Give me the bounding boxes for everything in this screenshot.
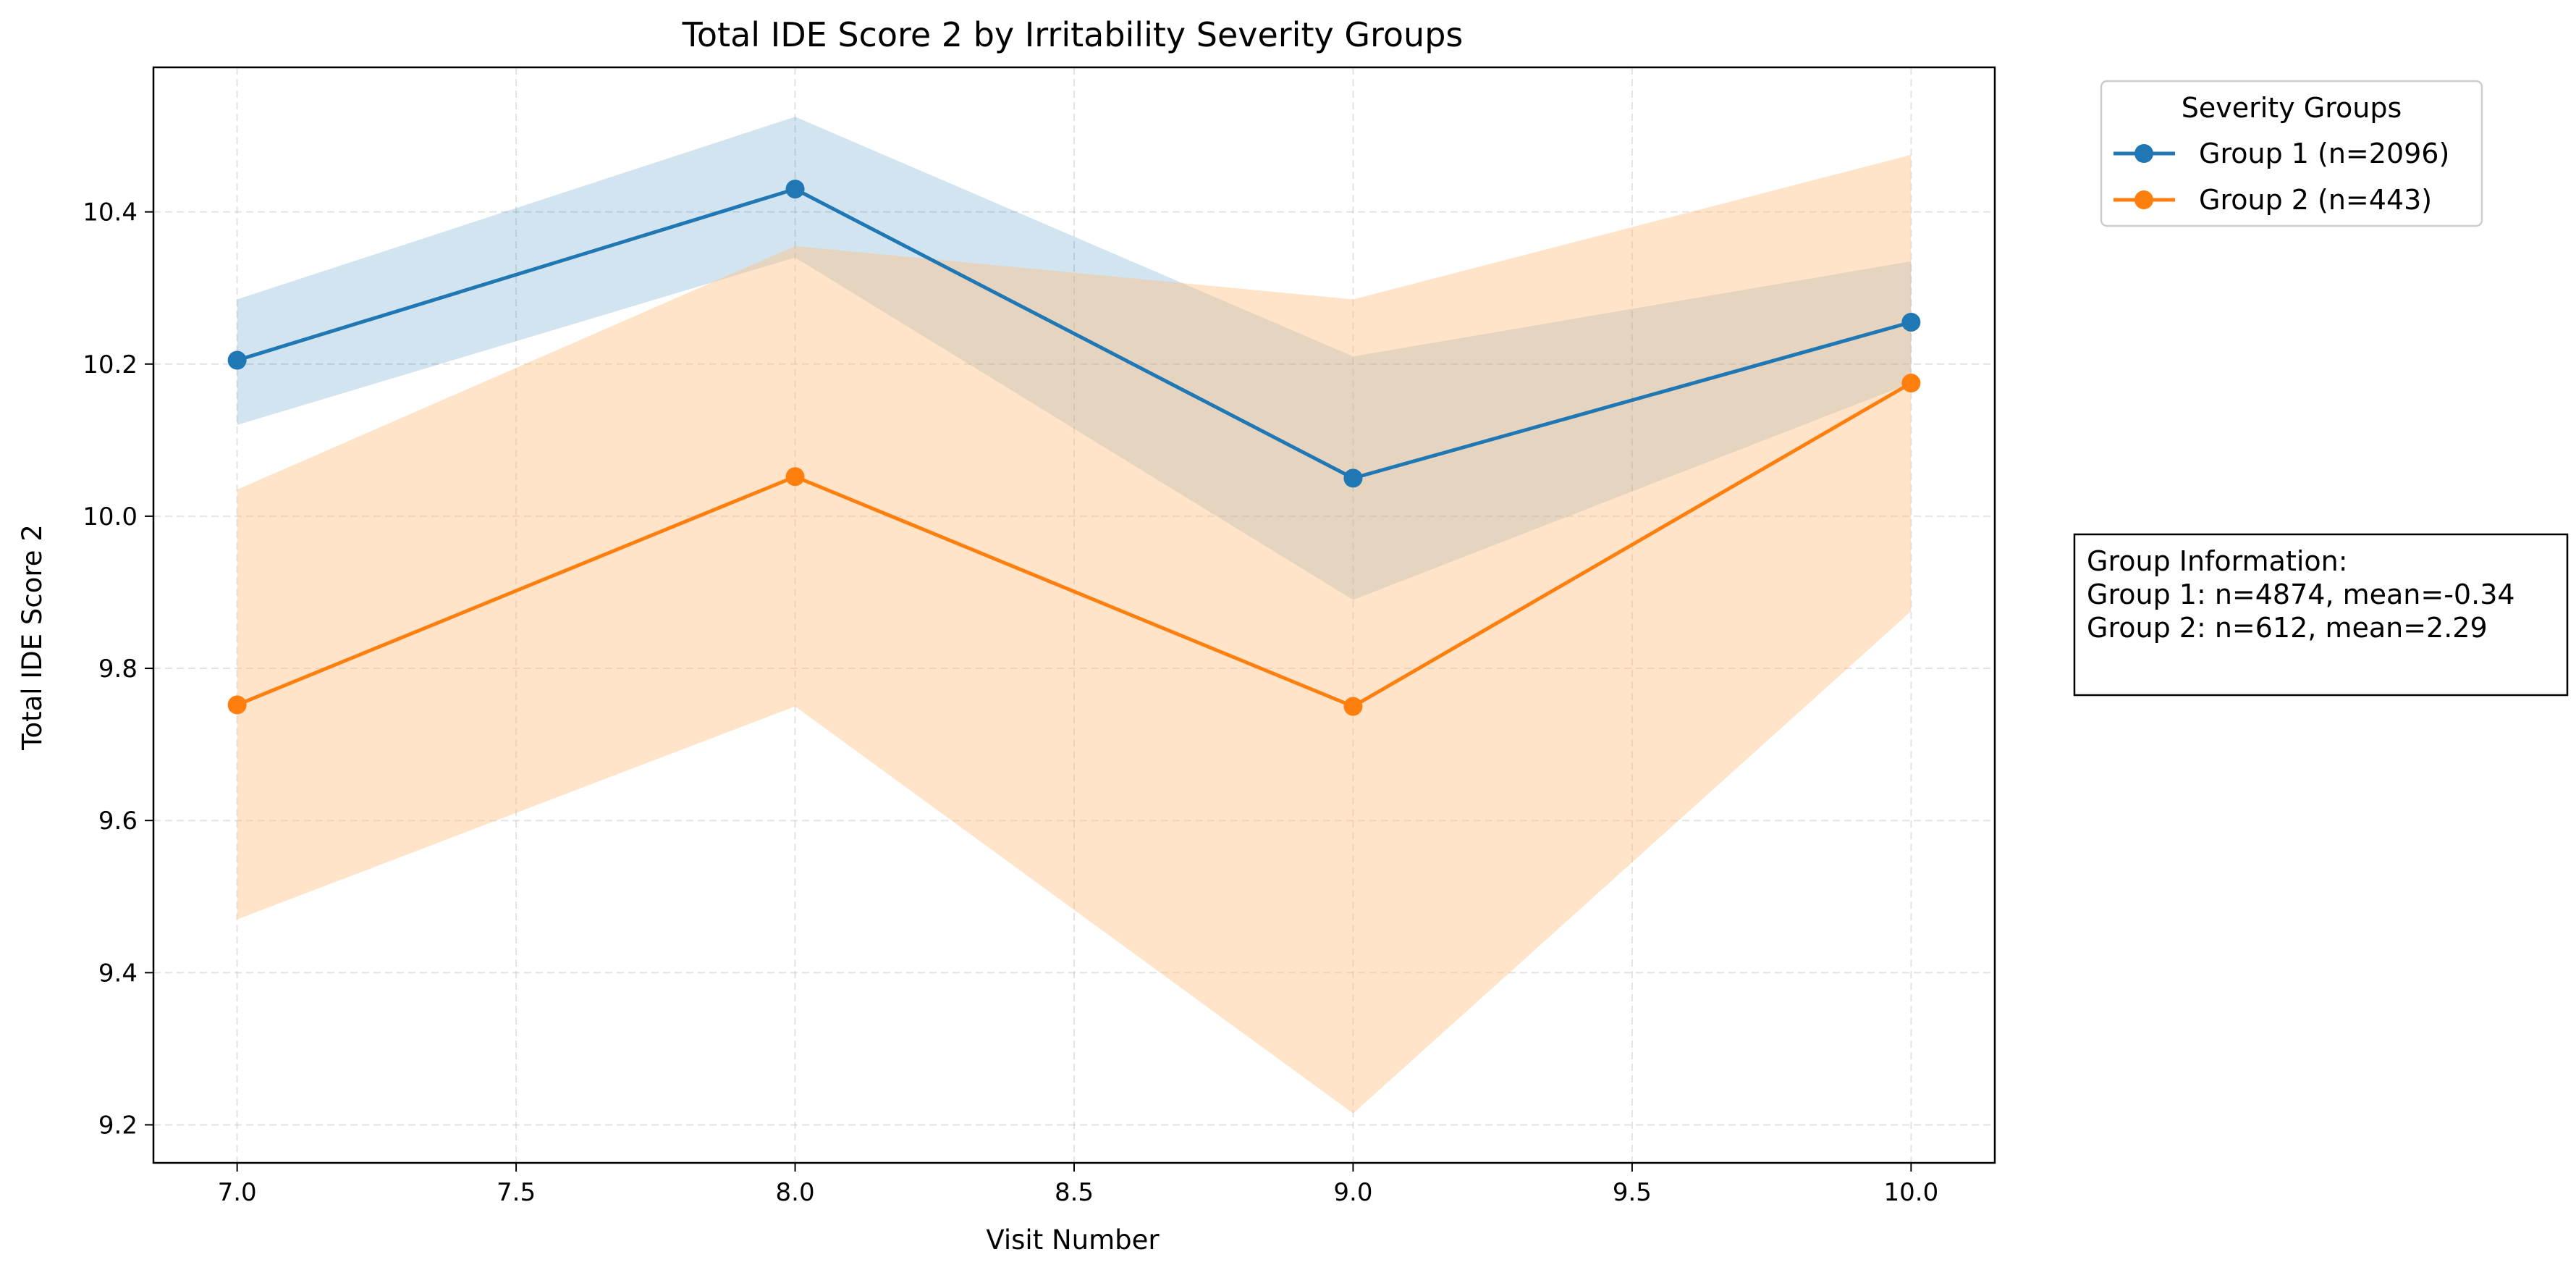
legend-marker-group-2 xyxy=(2134,190,2153,209)
confidence-bands xyxy=(237,117,1912,1114)
data-point-group-2 xyxy=(1343,697,1363,716)
series-markers xyxy=(227,180,1921,716)
y-axis-label: Total IDE Score 2 xyxy=(17,524,48,751)
confidence-band-group-2 xyxy=(237,154,1912,1114)
group-info-line-1: Group 1: n=4874, mean=-0.34 xyxy=(2087,579,2515,610)
x-tick-label: 7.0 xyxy=(218,1178,257,1207)
y-tick-label: 10.2 xyxy=(83,350,138,379)
x-tick-label: 8.5 xyxy=(1055,1178,1094,1207)
x-tick-label: 8.0 xyxy=(776,1178,815,1207)
data-point-group-2 xyxy=(785,467,805,487)
data-point-group-1 xyxy=(227,350,247,370)
chart-title: Total IDE Score 2 by Irritability Severi… xyxy=(682,15,1464,54)
group-info-line-2: Group 2: n=612, mean=2.29 xyxy=(2087,612,2488,644)
legend-label-group-1: Group 1 (n=2096) xyxy=(2199,138,2449,169)
legend: Severity Groups Group 1 (n=2096) Group 2 … xyxy=(2100,80,2483,227)
y-tick-label: 9.6 xyxy=(98,807,138,836)
series-lines xyxy=(236,187,1912,709)
y-tick-label: 9.8 xyxy=(98,655,138,684)
y-tick-label: 9.4 xyxy=(98,959,138,988)
legend-box xyxy=(2100,80,2483,227)
data-point-group-2 xyxy=(227,695,247,715)
group-info-box: Group Information: Group 1: n=4874, mean… xyxy=(2073,533,2569,697)
axis-ticks: 7.0 7.5 8.0 8.5 9.0 9.5 10.0 9.2 9.4 9.6 9.8 10.0 10… xyxy=(83,198,1938,1207)
data-point-group-1 xyxy=(1343,468,1363,488)
data-point-group-1 xyxy=(785,180,805,199)
x-tick-label: 10.0 xyxy=(1884,1178,1939,1207)
legend-label-group-2: Group 2 (n=443) xyxy=(2199,184,2432,216)
y-tick-label: 10.4 xyxy=(83,198,138,227)
series-line-group-2 xyxy=(236,381,1912,709)
legend-marker-group-1 xyxy=(2134,144,2153,163)
x-axis-label: Visit Number xyxy=(986,1224,1160,1256)
group-info-frame xyxy=(2073,533,2569,697)
y-tick-label: 10.0 xyxy=(83,503,138,531)
confidence-band-group-1 xyxy=(237,117,1912,600)
series-line-group-1 xyxy=(236,187,1912,480)
x-tick-label: 7.5 xyxy=(497,1178,536,1207)
data-point-group-1 xyxy=(1901,312,1921,332)
x-tick-label: 9.5 xyxy=(1613,1178,1652,1207)
grid-lines xyxy=(153,67,1995,1163)
group-info-heading: Group Information: xyxy=(2087,545,2348,577)
legend-title: Severity Groups xyxy=(2182,92,2402,124)
data-point-group-2 xyxy=(1901,374,1921,393)
x-tick-label: 9.0 xyxy=(1333,1178,1372,1207)
y-tick-label: 9.2 xyxy=(98,1111,138,1140)
